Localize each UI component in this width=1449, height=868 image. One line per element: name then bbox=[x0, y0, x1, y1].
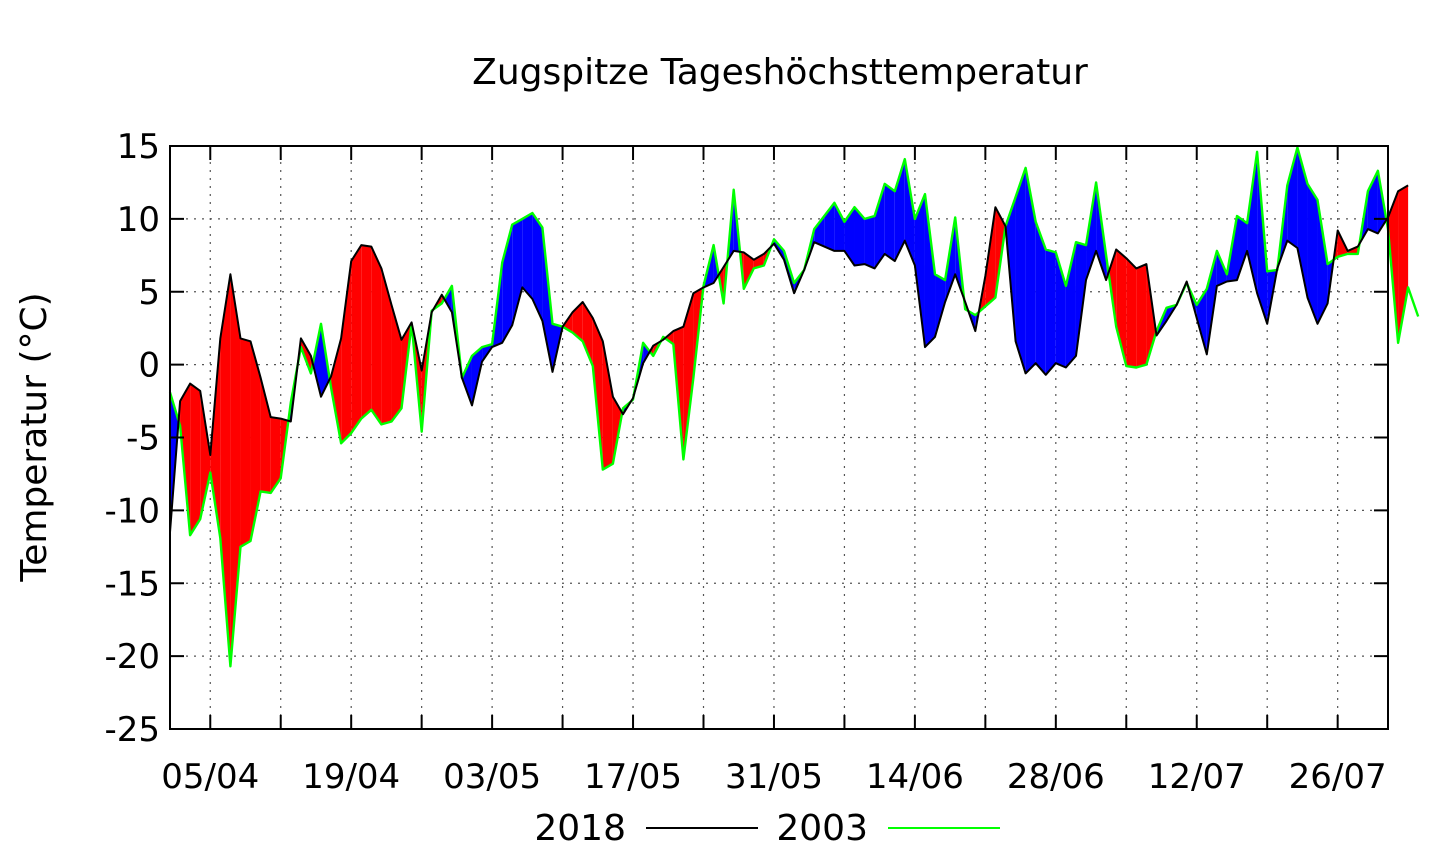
difference-fill bbox=[985, 207, 996, 307]
x-tick-label: 14/06 bbox=[866, 757, 964, 797]
difference-fill bbox=[753, 253, 764, 269]
difference-fill bbox=[1307, 183, 1318, 324]
difference-fill bbox=[582, 301, 593, 367]
difference-fill bbox=[1015, 167, 1026, 374]
x-axis: 05/04 19/04 03/05 17/05 31/05 14/06 28/06 12/07… bbox=[161, 146, 1387, 797]
difference-fill bbox=[331, 338, 342, 444]
difference-fill bbox=[1206, 250, 1217, 355]
difference-fill bbox=[1025, 167, 1036, 374]
y-tick-label: 5 bbox=[138, 273, 160, 313]
difference-fill bbox=[904, 159, 915, 266]
y-tick-label: -10 bbox=[104, 491, 160, 531]
y-tick-label: 10 bbox=[117, 200, 160, 240]
difference-fill bbox=[743, 252, 754, 289]
legend: 2018 2003 bbox=[534, 808, 1000, 849]
difference-fill bbox=[190, 383, 201, 536]
difference-fill bbox=[665, 331, 674, 345]
y-tick-label: 15 bbox=[117, 127, 160, 167]
difference-fill bbox=[935, 274, 946, 337]
series-line-2003 bbox=[168, 146, 1420, 668]
difference-fill bbox=[1045, 249, 1056, 375]
x-tick-label: 17/05 bbox=[584, 757, 682, 797]
difference-fill bbox=[1287, 147, 1298, 249]
y-tick-label: 0 bbox=[138, 346, 160, 386]
difference-fill bbox=[1136, 264, 1147, 368]
legend-label-2003: 2003 bbox=[776, 808, 868, 849]
difference-fill bbox=[1196, 288, 1207, 355]
difference-fill bbox=[1398, 185, 1409, 343]
difference-fill bbox=[240, 338, 251, 547]
difference-fill bbox=[1035, 221, 1046, 375]
difference-fill bbox=[602, 341, 613, 470]
x-tick-label: 28/06 bbox=[1007, 757, 1105, 797]
x-tick-label: 12/07 bbox=[1148, 757, 1246, 797]
difference-fill bbox=[461, 355, 472, 406]
x-tick-label: 31/05 bbox=[725, 757, 823, 797]
difference-fill bbox=[381, 268, 392, 425]
difference-fill bbox=[1126, 258, 1137, 368]
x-tick-label: 19/04 bbox=[302, 757, 400, 797]
legend-label-2018: 2018 bbox=[534, 808, 626, 849]
difference-fill bbox=[814, 215, 825, 247]
y-tick-label: -5 bbox=[126, 419, 160, 459]
difference-fill bbox=[824, 202, 835, 251]
difference-fill bbox=[200, 390, 211, 520]
difference-fill bbox=[1317, 199, 1328, 324]
series-lines bbox=[168, 146, 1420, 668]
difference-fill bbox=[512, 218, 523, 326]
difference-fill bbox=[854, 207, 865, 266]
series-line-2018 bbox=[169, 184, 1409, 533]
y-tick-label: -20 bbox=[104, 637, 160, 677]
difference-fill bbox=[341, 261, 352, 444]
difference-fills bbox=[170, 147, 1409, 667]
difference-fill bbox=[312, 323, 321, 397]
difference-fill bbox=[864, 215, 875, 269]
difference-fill bbox=[361, 245, 372, 419]
difference-fill bbox=[270, 417, 281, 493]
difference-fill bbox=[371, 246, 382, 425]
difference-fill bbox=[924, 194, 936, 348]
difference-fill bbox=[572, 301, 583, 342]
difference-fill bbox=[532, 213, 543, 321]
y-tick-label: -25 bbox=[104, 710, 160, 750]
y-tick-label: -15 bbox=[104, 564, 160, 604]
x-tick-label: 03/05 bbox=[443, 757, 541, 797]
difference-fill bbox=[683, 293, 694, 460]
difference-fill bbox=[1116, 249, 1127, 367]
difference-fill bbox=[884, 183, 895, 262]
difference-fill bbox=[542, 227, 553, 372]
grid-lines bbox=[170, 146, 1388, 729]
difference-fill bbox=[260, 377, 271, 493]
difference-fill bbox=[834, 202, 845, 251]
difference-fill bbox=[351, 245, 362, 434]
difference-fill bbox=[250, 341, 261, 541]
difference-fill bbox=[914, 194, 925, 348]
y-axis-label: Temperatur (°C) bbox=[14, 292, 55, 582]
difference-fill bbox=[1065, 242, 1076, 368]
y-axis: -25 -20 -15 -10 -5 0 5 10 15 bbox=[104, 127, 1388, 750]
difference-fill bbox=[874, 183, 885, 269]
x-tick-label: 05/04 bbox=[161, 757, 259, 797]
x-tick-label: 26/07 bbox=[1289, 757, 1387, 797]
difference-fill bbox=[1237, 215, 1248, 281]
difference-fill bbox=[844, 207, 855, 266]
chart-title: Zugspitze Tageshöchsttemperatur bbox=[472, 52, 1088, 93]
difference-fill bbox=[444, 285, 452, 313]
difference-fill bbox=[522, 213, 533, 300]
difference-fill bbox=[1075, 242, 1087, 356]
difference-fill bbox=[643, 342, 650, 364]
